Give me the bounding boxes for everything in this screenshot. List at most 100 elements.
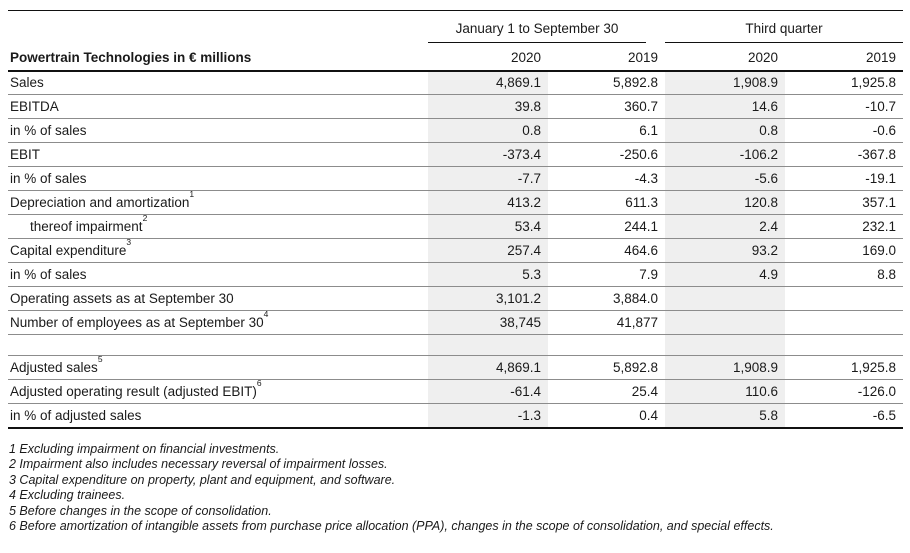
footnote-line: 4 Excluding trainees. xyxy=(9,488,126,502)
value-cell: -373.4 xyxy=(428,142,548,167)
value-cell xyxy=(665,286,786,311)
row-label: Adjusted sales5 xyxy=(8,355,428,380)
table-row-adjusted-sales-pct: in % of adjusted sales -1.3 0.4 5.8 -6.5 xyxy=(8,403,903,428)
value-cell: -106.2 xyxy=(665,142,786,167)
value-cell: 5,892.8 xyxy=(548,355,666,380)
footnotes: 1 Excluding impairment on financial inve… xyxy=(8,442,903,535)
value-cell: -0.6 xyxy=(785,118,904,143)
value-cell: 0.8 xyxy=(665,118,786,143)
table-row-operating-assets: Operating assets as at September 30 3,10… xyxy=(8,286,904,311)
spacer-row xyxy=(8,334,904,356)
value-cell: 93.2 xyxy=(665,238,786,263)
value-cell xyxy=(785,310,904,335)
value-cell: -126.0 xyxy=(785,379,904,404)
value-cell: 3,101.2 xyxy=(428,286,548,311)
value-cell: 7.9 xyxy=(548,262,666,287)
table-row-impairment: thereof impairment2 53.4 244.1 2.4 232.1 xyxy=(8,214,904,239)
column-group-third-quarter-label: Third quarter xyxy=(665,21,904,43)
value-cell: 244.1 xyxy=(548,214,666,239)
value-cell: 3,884.0 xyxy=(548,286,666,311)
row-label: Depreciation and amortization1 xyxy=(8,190,428,215)
value-cell: 1,908.9 xyxy=(665,70,786,95)
table-row-ebitda: EBITDA 39.8 360.7 14.6 -10.7 xyxy=(8,94,904,119)
value-cell: 1,925.8 xyxy=(785,70,904,95)
row-label: in % of sales xyxy=(8,118,428,143)
row-label: Sales xyxy=(8,70,428,95)
year-header-q3-2019: 2019 xyxy=(785,42,904,72)
value-cell: 1,925.8 xyxy=(785,355,904,380)
value-cell: 6.1 xyxy=(548,118,666,143)
table-row-capex-pct: in % of sales 5.3 7.9 4.9 8.8 xyxy=(8,262,904,287)
footnote-line: 2 Impairment also includes necessary rev… xyxy=(9,457,388,471)
value-cell: 360.7 xyxy=(548,94,666,119)
value-cell: 4,869.1 xyxy=(428,355,548,380)
table-row-ebit: EBIT -373.4 -250.6 -106.2 -367.8 xyxy=(8,142,904,167)
group-row-empty-cell xyxy=(8,11,428,43)
table-row-ebitda-pct: in % of sales 0.8 6.1 0.8 -0.6 xyxy=(8,118,904,143)
table-row-employees: Number of employees as at September 304 … xyxy=(8,310,904,335)
value-cell: 39.8 xyxy=(428,94,548,119)
value-cell xyxy=(665,334,786,356)
value-cell: -19.1 xyxy=(785,166,904,191)
value-cell: 169.0 xyxy=(785,238,904,263)
column-header-row: Powertrain Technologies in € millions 20… xyxy=(8,42,904,72)
value-cell: 611.3 xyxy=(548,190,666,215)
value-cell: 25.4 xyxy=(548,379,666,404)
value-cell: 8.8 xyxy=(785,262,904,287)
value-cell: -61.4 xyxy=(428,379,548,404)
value-cell: 4,869.1 xyxy=(428,70,548,95)
value-cell: -10.7 xyxy=(785,94,904,119)
value-cell: 0.4 xyxy=(639,407,659,423)
year-header-q3-2020: 2020 xyxy=(665,42,786,72)
table-row-adjusted-ebit: Adjusted operating result (adjusted EBIT… xyxy=(8,379,904,404)
value-cell: 2.4 xyxy=(665,214,786,239)
value-cell: 0.8 xyxy=(428,118,548,143)
year-header-jan-sep-2020: 2020 xyxy=(428,42,548,72)
value-cell: 5.8 xyxy=(665,403,786,428)
footnote-line: 6 Before amortization of intangible asse… xyxy=(9,519,774,533)
value-cell: 110.6 xyxy=(665,379,786,404)
footnote-line: 3 Capital expenditure on property, plant… xyxy=(9,472,396,487)
footnote-line: 5 Before changes in the scope of consoli… xyxy=(9,503,272,518)
table-row-sales: Sales 4,869.1 5,892.8 1,908.9 1,925.8 xyxy=(8,70,904,95)
row-label: EBIT xyxy=(8,142,428,167)
value-cell: -367.8 xyxy=(785,142,904,167)
column-group-jan-sep-label: January 1 to September 30 xyxy=(428,21,647,43)
powertrain-financials-table: January 1 to September 30 Third quarter … xyxy=(8,10,904,429)
table-row-depreciation: Depreciation and amortization1 413.2 611… xyxy=(8,190,904,215)
value-cell: 413.2 xyxy=(428,190,548,215)
table-row-ebit-pct: in % of sales -7.7 -4.3 -5.6 -19.1 xyxy=(8,166,904,191)
value-cell: 1,908.9 xyxy=(665,355,786,380)
value-cell xyxy=(665,310,786,335)
value-cell: 257.4 xyxy=(428,238,548,263)
value-cell: 53.4 xyxy=(428,214,548,239)
value-cell: -7.7 xyxy=(428,166,548,191)
value-cell: -1.3 xyxy=(428,403,548,428)
column-group-third-quarter: Third quarter xyxy=(665,11,904,43)
report-page: January 1 to September 30 Third quarter … xyxy=(8,10,904,535)
value-cell: 464.6 xyxy=(548,238,666,263)
value-cell: -5.6 xyxy=(665,166,786,191)
footnote-line: 1 Excluding impairment on financial inve… xyxy=(9,441,280,456)
row-label: in % of sales xyxy=(8,166,428,191)
table-title: Powertrain Technologies in € millions xyxy=(8,42,428,72)
value-cell: 14.6 xyxy=(665,94,786,119)
row-label: Adjusted operating result (adjusted EBIT… xyxy=(8,379,428,404)
table-row-adjusted-sales: Adjusted sales5 4,869.1 5,892.8 1,908.9 … xyxy=(8,355,904,380)
table-row-capex: Capital expenditure3 257.4 464.6 93.2 16… xyxy=(8,238,904,263)
value-cell: 38,745 xyxy=(428,310,548,335)
column-group-jan-sep: January 1 to September 30 xyxy=(428,11,665,43)
row-label: Capital expenditure3 xyxy=(8,238,428,263)
row-label: Number of employees as at September 304 xyxy=(8,310,428,335)
value-cell: 232.1 xyxy=(785,214,904,239)
row-label: EBITDA xyxy=(8,94,428,119)
year-header-jan-sep-2019: 2019 xyxy=(548,42,666,72)
row-label xyxy=(8,334,428,356)
value-cell xyxy=(785,286,904,311)
value-cell: -4.3 xyxy=(548,166,666,191)
value-cell xyxy=(548,334,666,356)
value-cell: -250.6 xyxy=(548,142,666,167)
row-label: in % of adjusted sales xyxy=(10,407,142,423)
value-cell xyxy=(785,334,904,356)
value-cell xyxy=(428,334,548,356)
